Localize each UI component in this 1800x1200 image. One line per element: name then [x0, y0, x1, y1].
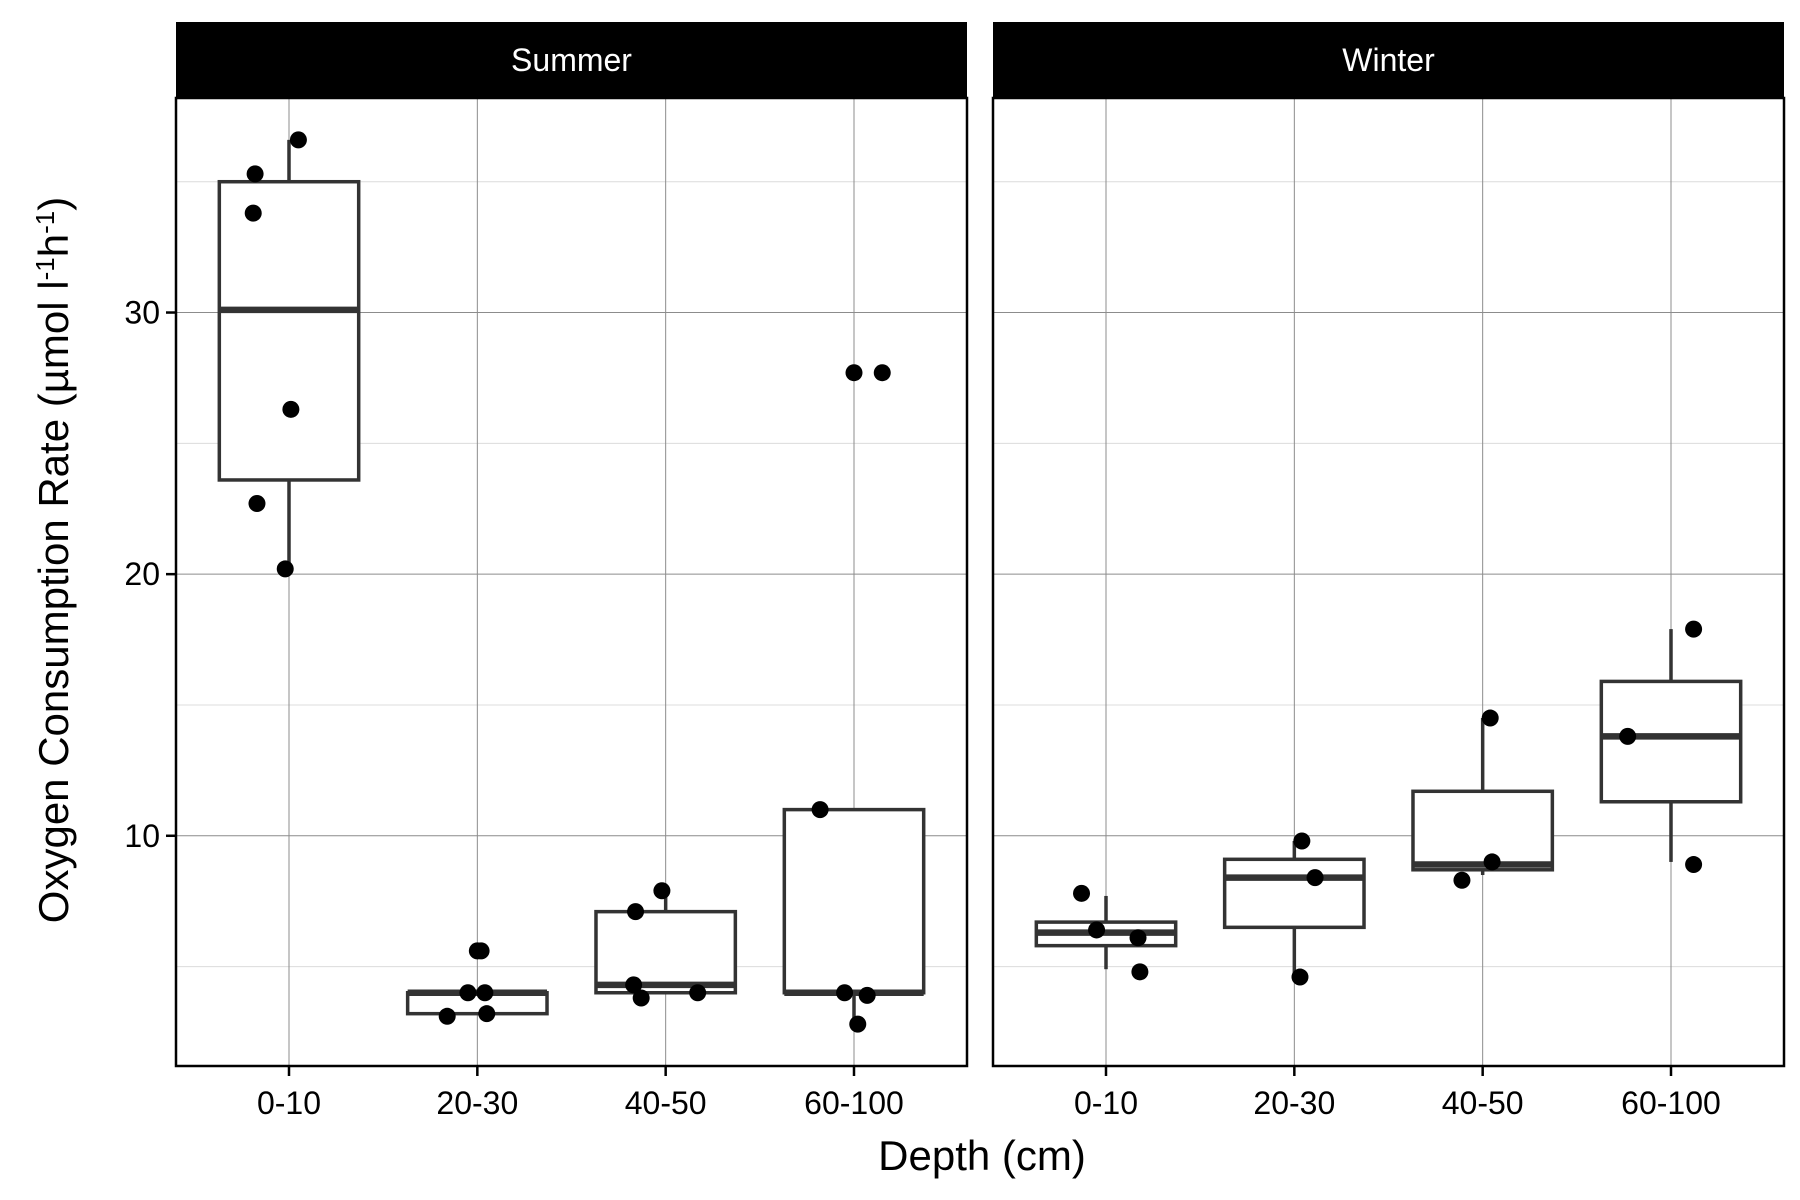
box-iqr	[782, 807, 926, 995]
data-point	[1453, 871, 1471, 889]
data-point	[836, 984, 854, 1002]
data-point	[689, 984, 707, 1002]
data-point	[1481, 709, 1499, 727]
data-point	[653, 882, 671, 900]
data-point	[1306, 869, 1324, 887]
y-axis-title: Oxygen Consumption Rate (µmol l-1h-1)	[30, 197, 77, 923]
data-point	[858, 986, 876, 1004]
data-point	[282, 400, 300, 418]
y-tick-label: 20	[124, 556, 160, 592]
data-point	[1293, 832, 1311, 850]
data-point	[625, 976, 643, 994]
data-point	[811, 801, 829, 819]
x-axis-title: Depth (cm)	[878, 1132, 1086, 1179]
facet-strip-label: Winter	[1342, 42, 1435, 78]
box-40-50	[1411, 709, 1555, 889]
data-point	[244, 204, 262, 222]
panel-border	[991, 96, 1786, 1068]
box-iqr	[1411, 789, 1555, 872]
data-point	[849, 1015, 867, 1033]
data-point	[845, 364, 863, 382]
panels-layer: Summer 0-10 20-30 40-50 60-100 10 20 30 Winter 0-…	[124, 22, 1786, 1121]
y-axis-title-exp1: -1	[30, 257, 60, 280]
data-point	[1483, 853, 1501, 871]
y-axis-title-main: Oxygen Consumption Rate (µmol l	[30, 280, 77, 923]
box-20-30	[405, 942, 549, 1025]
data-point	[1088, 921, 1106, 939]
box-20-30	[1222, 832, 1366, 986]
facet-strip-label: Summer	[511, 42, 632, 78]
data-point	[873, 364, 891, 382]
data-point	[476, 984, 494, 1002]
box-iqr	[1222, 857, 1366, 930]
data-point	[1073, 884, 1091, 902]
data-point	[1685, 856, 1703, 874]
facet-strip	[176, 22, 967, 98]
x-tick-label: 60-100	[804, 1085, 904, 1121]
data-point	[246, 165, 264, 183]
y-axis-title-close: )	[30, 197, 77, 211]
data-point	[1685, 620, 1703, 638]
data-point	[478, 1005, 496, 1023]
data-point	[459, 984, 477, 1002]
box-iqr	[594, 909, 738, 995]
box-40-50	[594, 882, 738, 1007]
data-point	[632, 989, 650, 1007]
data-point	[1129, 929, 1147, 947]
box-iqr	[217, 179, 361, 482]
data-point	[627, 903, 645, 921]
box-0-10	[1034, 884, 1178, 981]
panel-border	[174, 96, 969, 1068]
box-60-100	[782, 364, 926, 1033]
x-tick-label: 20-30	[1253, 1085, 1335, 1121]
x-tick-label: 20-30	[436, 1085, 518, 1121]
y-tick-label: 30	[124, 295, 160, 331]
data-point	[1291, 968, 1309, 986]
data-point	[248, 495, 266, 513]
x-tick-label: 40-50	[625, 1085, 707, 1121]
data-point	[289, 131, 307, 149]
facet-strip	[993, 22, 1784, 98]
y-tick-label: 10	[124, 818, 160, 854]
panel-summer: Summer 0-10 20-30 40-50 60-100 10 20 30	[124, 22, 969, 1121]
box-0-10	[217, 131, 361, 578]
x-tick-label: 60-100	[1621, 1085, 1721, 1121]
x-tick-label: 40-50	[1442, 1085, 1524, 1121]
x-tick-label: 0-10	[1074, 1085, 1138, 1121]
y-axis-title-exp2: -1	[30, 211, 60, 234]
data-point	[1619, 727, 1637, 745]
y-axis-title-unit: h	[30, 234, 77, 257]
panel-winter: Winter 0-10 20-30 40-50 60-100	[991, 22, 1786, 1121]
x-tick-label: 0-10	[257, 1085, 321, 1121]
data-point	[276, 560, 294, 578]
data-point	[438, 1007, 456, 1025]
data-point	[1131, 963, 1149, 981]
box-60-100	[1599, 620, 1743, 874]
data-point	[472, 942, 490, 960]
